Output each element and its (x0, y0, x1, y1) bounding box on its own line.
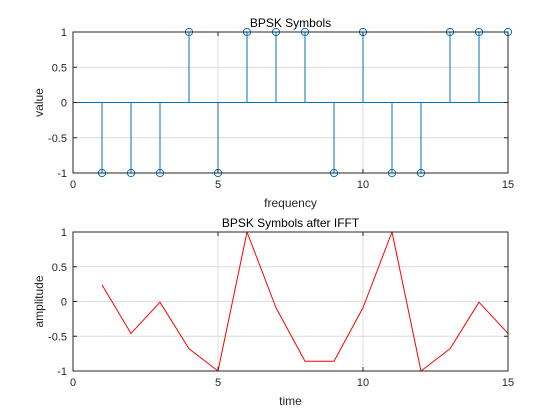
y-tick-label: 0.5 (52, 62, 67, 74)
y-tick-label: -0.5 (48, 133, 67, 145)
y-tick-label: 1 (61, 27, 67, 39)
series-line (101, 231, 509, 372)
x-tick-label: 15 (502, 179, 514, 191)
series (101, 231, 509, 372)
x-tick-label: 5 (215, 377, 221, 389)
plot-title: BPSK Symbols (250, 16, 331, 30)
x-tick-label: 10 (357, 377, 369, 389)
x-axis-label: frequency (264, 196, 317, 210)
y-tick-label: 0.5 (52, 262, 67, 274)
y-tick-label: -1 (57, 366, 67, 378)
axes: 0 5 10 15 -1 -0.5 0 0.5 1 (48, 227, 514, 389)
y-tick-label: 0 (61, 98, 67, 110)
x-tick-label: 10 (357, 179, 369, 191)
plot-area (72, 231, 509, 372)
x-axis-label: time (279, 394, 302, 408)
line-plot-ifft: 0 5 10 15 -1 -0.5 0 0.5 1 BPSK Symbols after IFFT… (32, 216, 514, 408)
stem-plot-bpsk-symbols: 0 5 10 15 -1 -0.5 0 0.5 1 BPSK Symbols frequency va… (32, 16, 514, 210)
y-axis-label: value (32, 88, 46, 117)
y-tick-label: 1 (61, 227, 67, 239)
y-tick-label: -0.5 (48, 331, 67, 343)
x-tick-label: 5 (215, 179, 221, 191)
y-tick-label: -1 (57, 168, 67, 180)
y-tick-label: 0 (61, 297, 67, 309)
x-tick-label: 0 (70, 377, 76, 389)
series (73, 27, 513, 178)
plot-title: BPSK Symbols after IFFT (222, 216, 360, 230)
y-axis-label: amplitude (32, 275, 46, 327)
x-tick-label: 0 (70, 179, 76, 191)
x-tick-label: 15 (502, 377, 514, 389)
axes: 0 5 10 15 -1 -0.5 0 0.5 1 (48, 27, 514, 191)
